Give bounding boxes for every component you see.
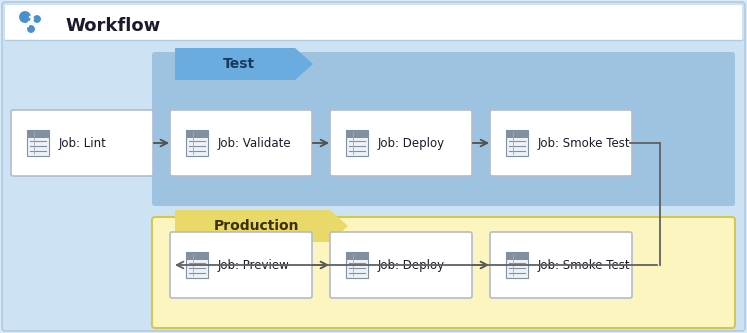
Text: Workflow: Workflow	[65, 17, 161, 35]
FancyBboxPatch shape	[506, 252, 528, 260]
FancyBboxPatch shape	[186, 252, 208, 260]
Circle shape	[26, 24, 36, 34]
FancyBboxPatch shape	[506, 130, 528, 138]
Text: Job: Validate: Job: Validate	[218, 137, 291, 150]
Text: Job: Smoke Test: Job: Smoke Test	[538, 258, 630, 271]
FancyBboxPatch shape	[5, 5, 742, 40]
FancyBboxPatch shape	[11, 110, 153, 176]
FancyBboxPatch shape	[186, 130, 208, 138]
FancyBboxPatch shape	[330, 232, 472, 298]
Text: Job: Deploy: Job: Deploy	[378, 258, 445, 271]
Circle shape	[18, 10, 32, 24]
FancyBboxPatch shape	[330, 110, 472, 176]
FancyBboxPatch shape	[346, 252, 368, 260]
Text: Job: Smoke Test: Job: Smoke Test	[538, 137, 630, 150]
FancyBboxPatch shape	[170, 232, 312, 298]
FancyBboxPatch shape	[506, 252, 528, 278]
Text: Test: Test	[223, 57, 255, 71]
FancyBboxPatch shape	[346, 130, 368, 138]
Text: Job: Preview: Job: Preview	[218, 258, 290, 271]
FancyBboxPatch shape	[506, 130, 528, 156]
Text: Job: Deploy: Job: Deploy	[378, 137, 445, 150]
FancyBboxPatch shape	[152, 217, 735, 328]
Circle shape	[32, 14, 42, 24]
FancyBboxPatch shape	[490, 110, 632, 176]
FancyBboxPatch shape	[27, 130, 49, 138]
FancyBboxPatch shape	[152, 52, 735, 206]
Text: Production: Production	[214, 219, 300, 233]
FancyBboxPatch shape	[490, 232, 632, 298]
FancyBboxPatch shape	[346, 130, 368, 156]
Polygon shape	[175, 210, 348, 242]
FancyBboxPatch shape	[346, 252, 368, 278]
Polygon shape	[175, 48, 313, 80]
FancyBboxPatch shape	[186, 130, 208, 156]
FancyBboxPatch shape	[27, 130, 49, 156]
FancyBboxPatch shape	[170, 110, 312, 176]
Text: Job: Lint: Job: Lint	[59, 137, 107, 150]
FancyBboxPatch shape	[186, 252, 208, 278]
